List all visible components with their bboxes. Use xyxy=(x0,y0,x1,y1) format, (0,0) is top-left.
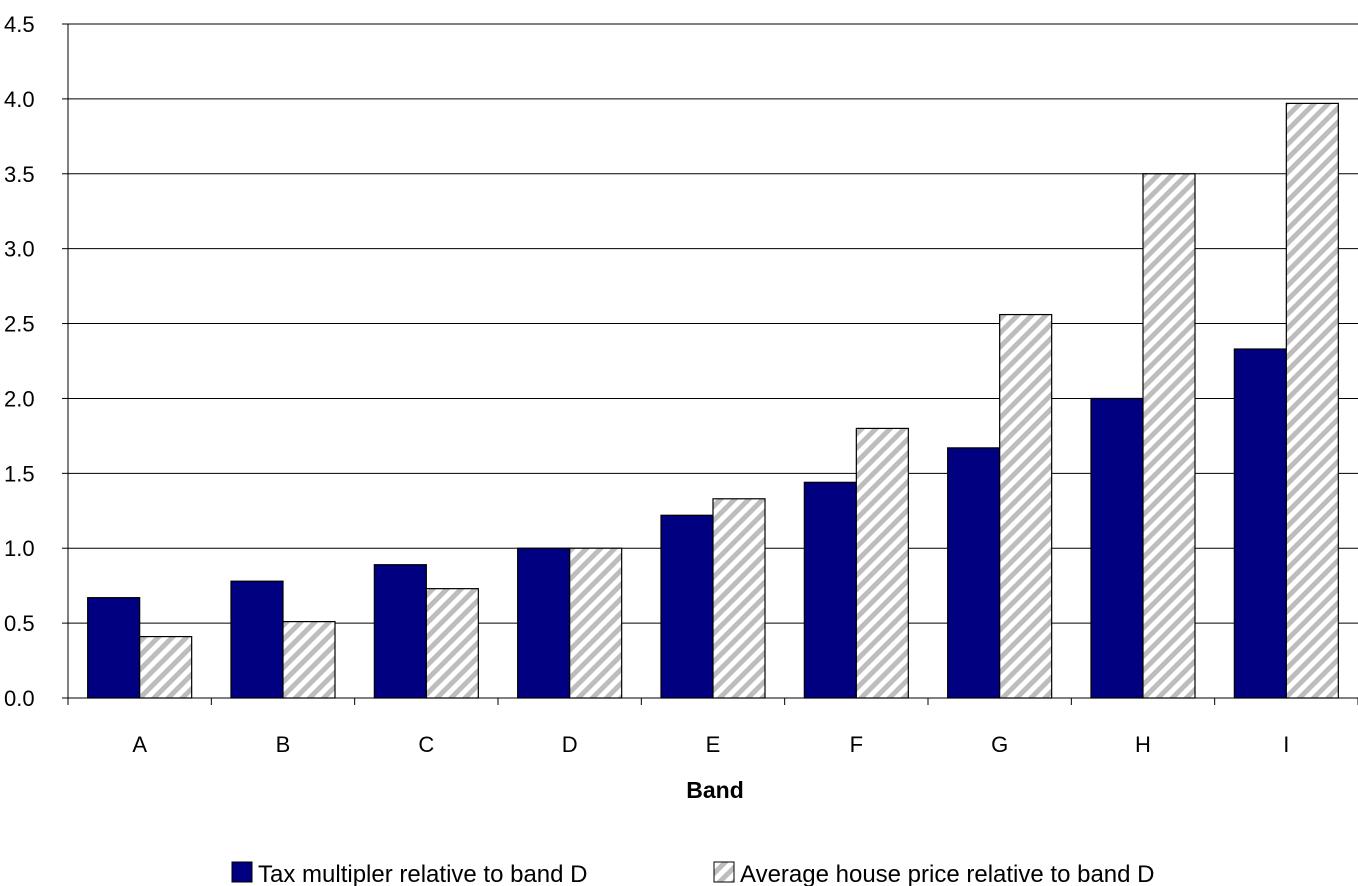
x-tick-label: A xyxy=(132,732,147,757)
y-tick-label: 1.0 xyxy=(4,536,35,561)
bar-tax-multiplier-h xyxy=(1090,397,1144,699)
bar-house-price-g xyxy=(999,313,1053,699)
bar-tax-multiplier-f xyxy=(803,481,857,699)
bar-house-price-c xyxy=(425,588,479,699)
x-axis-title: Band xyxy=(686,777,744,803)
bar-house-price-a xyxy=(139,635,193,699)
bar-tax-multiplier-e xyxy=(660,514,714,699)
bar-tax-multiplier-c xyxy=(373,564,427,699)
bar-house-price-h xyxy=(1142,173,1196,699)
x-tick-label: G xyxy=(991,732,1008,757)
bar-tax-multiplier-b xyxy=(230,580,284,699)
bar-tax-multiplier-a xyxy=(87,597,141,699)
y-tick-label: 2.5 xyxy=(4,312,35,337)
legend-swatch-house-price xyxy=(713,861,735,883)
y-tick-label: 3.5 xyxy=(4,162,35,187)
y-tick-label: 3.0 xyxy=(4,237,35,262)
x-tick-label: B xyxy=(276,732,291,757)
gridlines xyxy=(68,23,1358,624)
y-tick-label: 4.5 xyxy=(4,12,35,37)
legend-label-tax-multiplier: Tax multipler relative to band D xyxy=(258,861,587,886)
y-tick-label: 0.5 xyxy=(4,611,35,636)
y-tick-label: 0.0 xyxy=(4,686,35,711)
bar-tax-multiplier-i xyxy=(1233,348,1287,699)
bar-house-price-b xyxy=(282,621,336,699)
bar-house-price-d xyxy=(569,547,623,699)
legend: Tax multipler relative to band D Average… xyxy=(231,861,1154,886)
bar-tax-multiplier-d xyxy=(517,547,571,699)
bars xyxy=(87,102,1339,699)
bar-tax-multiplier-g xyxy=(947,447,1001,699)
bar-house-price-f xyxy=(855,427,909,699)
y-tick-label: 2.0 xyxy=(4,386,35,411)
y-tick-label: 4.0 xyxy=(4,87,35,112)
y-tick-label: 1.5 xyxy=(4,461,35,486)
x-tick-label: F xyxy=(850,732,863,757)
x-tick-label: D xyxy=(562,732,578,757)
bar-house-price-i xyxy=(1285,102,1339,699)
tick-labels: 0.0 0.5 1.0 1.5 2.0 2.5 3.0 3.5 4.0 4.5 A B C D E F G H I xyxy=(4,12,1289,757)
bar-house-price-e xyxy=(712,498,766,699)
legend-swatch-tax-multiplier xyxy=(231,861,253,883)
x-tick-label: I xyxy=(1283,732,1289,757)
x-tick-label: C xyxy=(418,732,434,757)
x-tick-label: E xyxy=(706,732,721,757)
legend-label-house-price: Average house price relative to band D xyxy=(740,861,1154,886)
x-tick-label: H xyxy=(1135,732,1151,757)
